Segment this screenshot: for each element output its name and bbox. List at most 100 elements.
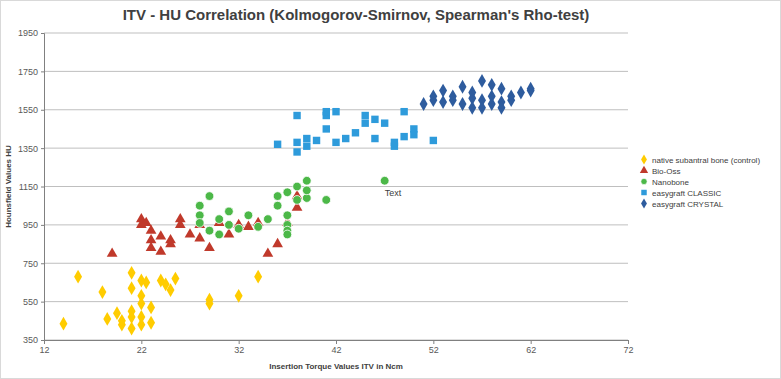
grid-line xyxy=(44,301,628,302)
point xyxy=(235,289,243,303)
y-axis-title: Hounsfield Values HU xyxy=(4,145,13,228)
point xyxy=(137,297,145,311)
y-tick: 1950 xyxy=(18,28,44,38)
x-tick: 52 xyxy=(429,340,439,355)
legend-marker xyxy=(641,190,646,195)
legend-item: Nanobone xyxy=(641,178,690,187)
point xyxy=(293,112,300,119)
point xyxy=(449,93,457,107)
point xyxy=(420,97,428,111)
legend-item: Bio-Oss xyxy=(640,166,681,176)
x-tick-label: 32 xyxy=(234,345,244,355)
legend-item: native subantral bone (control) xyxy=(641,154,760,164)
x-tick-label: 52 xyxy=(429,345,439,355)
x-tick-mark xyxy=(141,340,142,344)
legend-item: easygraft CRYSTAL xyxy=(641,198,724,208)
series xyxy=(107,190,303,257)
x-tick-label: 12 xyxy=(39,345,49,355)
y-tick-label: 1750 xyxy=(18,67,38,77)
point xyxy=(194,219,205,228)
point xyxy=(98,285,106,299)
point xyxy=(429,89,437,103)
point xyxy=(323,108,330,115)
point xyxy=(400,108,407,115)
point xyxy=(332,139,339,146)
point xyxy=(371,135,378,142)
point xyxy=(59,317,67,331)
grid-line xyxy=(44,186,628,187)
y-axis: 35055075095011501350155017501950 xyxy=(18,28,45,345)
point xyxy=(205,226,214,235)
point xyxy=(262,247,273,256)
point xyxy=(234,224,243,233)
x-tick-mark xyxy=(239,340,240,344)
y-tick-label: 350 xyxy=(23,335,38,345)
point xyxy=(302,176,311,185)
point xyxy=(380,176,389,185)
y-tick-label: 1150 xyxy=(19,182,38,192)
grid-line xyxy=(44,33,628,34)
point xyxy=(195,201,204,210)
chart: ITV - HU Correlation (Kolmogorov-Smirnov… xyxy=(0,0,781,379)
x-tick-mark xyxy=(628,340,629,344)
point xyxy=(283,230,292,239)
x-tick-mark xyxy=(336,340,337,344)
point xyxy=(137,318,145,332)
y-tick-label: 1350 xyxy=(18,144,38,154)
y-tick-mark xyxy=(41,148,44,149)
x-tick-mark xyxy=(433,340,434,344)
point xyxy=(142,276,150,290)
y-tick-label: 550 xyxy=(23,297,38,307)
point xyxy=(204,242,215,251)
point xyxy=(497,82,505,96)
point xyxy=(302,186,311,195)
point xyxy=(361,112,368,119)
point xyxy=(107,247,118,256)
point xyxy=(283,188,292,197)
point xyxy=(155,246,166,255)
point xyxy=(303,135,310,142)
y-tick-mark xyxy=(41,340,44,341)
series xyxy=(59,266,262,335)
point xyxy=(430,137,437,144)
point xyxy=(175,219,186,228)
legend-label: easygraft CRYSTAL xyxy=(652,200,724,209)
point xyxy=(147,300,155,314)
point xyxy=(274,141,281,148)
y-tick-mark xyxy=(41,302,44,303)
y-tick: 1550 xyxy=(18,105,44,115)
point xyxy=(165,238,176,247)
y-tick-mark xyxy=(41,225,44,226)
point xyxy=(225,221,234,230)
x-tick-label: 72 xyxy=(623,345,633,355)
grid xyxy=(44,33,628,340)
legend-marker xyxy=(641,178,647,184)
grid-line xyxy=(44,263,628,264)
plot-area xyxy=(59,74,534,335)
point xyxy=(254,270,262,284)
point xyxy=(243,221,254,230)
series xyxy=(195,176,389,238)
y-tick-mark xyxy=(41,33,44,34)
x-tick: 22 xyxy=(137,340,147,355)
point xyxy=(155,230,166,239)
point xyxy=(185,228,196,237)
point xyxy=(517,86,525,100)
point xyxy=(342,135,349,142)
point xyxy=(128,281,136,295)
legend-marker xyxy=(641,198,647,208)
point xyxy=(468,101,476,115)
annotation: Text xyxy=(385,188,402,198)
series xyxy=(274,108,437,156)
y-tick-label: 1550 xyxy=(18,105,38,115)
point xyxy=(141,217,152,226)
point xyxy=(171,272,179,286)
x-tick-label: 42 xyxy=(331,345,341,355)
point xyxy=(194,232,205,241)
point xyxy=(147,316,155,330)
point xyxy=(459,80,467,94)
point xyxy=(497,101,505,115)
point xyxy=(146,242,157,251)
x-tick: 62 xyxy=(526,340,536,355)
y-tick: 950 xyxy=(23,220,44,230)
